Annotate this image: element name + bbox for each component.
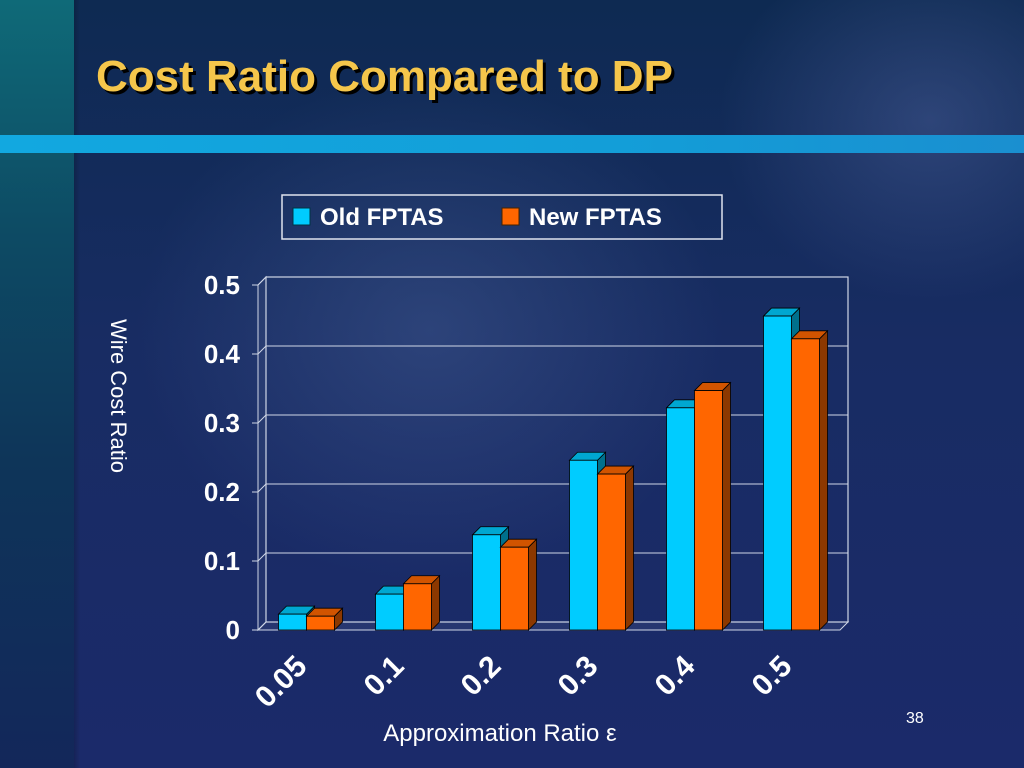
bar [596, 465, 635, 631]
back-wall [265, 276, 849, 623]
title-accent-bar [0, 135, 1024, 153]
y-tick-label: 0 [226, 615, 240, 645]
bars [277, 307, 829, 631]
x-tick-label: 0.1 [358, 650, 411, 703]
legend-label-old: Old FPTAS [320, 204, 444, 231]
bar-side [528, 538, 537, 631]
bar-front [694, 390, 723, 631]
bar-front [666, 407, 695, 631]
legend: Old FPTAS New FPTAS [281, 194, 723, 240]
gridline-side [257, 276, 267, 286]
bar-front [597, 473, 626, 631]
plot-area [256, 275, 850, 632]
bar-side [431, 574, 440, 631]
x-tick-label: 0.2 [455, 650, 508, 703]
y-tick-label: 0.5 [204, 270, 240, 300]
gridline-side [257, 483, 267, 493]
bar-front [472, 534, 501, 631]
y-tick-label: 0.2 [204, 477, 240, 507]
legend-swatch-old [292, 207, 311, 226]
gridline-side [257, 345, 267, 355]
left-band-shadow [74, 0, 80, 768]
bar [693, 381, 732, 631]
bar-side [819, 329, 828, 631]
legend-label-new: New FPTAS [529, 204, 662, 231]
gridlines [252, 276, 848, 631]
bar-front [763, 315, 792, 631]
x-axis-ticks: 0.05 0.1 0.2 0.3 0.4 0.5 [249, 649, 799, 714]
y-tick-label: 0.1 [204, 546, 240, 576]
x-tick-label: 0.5 [746, 650, 799, 703]
bar-front [569, 459, 598, 631]
slide-title: Cost Ratio Compared to DP [96, 52, 673, 101]
left-decorative-band [0, 0, 74, 768]
bar-side [722, 381, 731, 631]
y-axis-ticks: 0 0.1 0.2 0.3 0.4 0.5 [204, 270, 241, 645]
gridline-side [257, 552, 267, 562]
bar [305, 607, 344, 631]
y-tick-label: 0.4 [204, 339, 241, 369]
y-axis-label: Wire Cost Ratio [106, 319, 131, 473]
x-tick-label: 0.3 [552, 650, 605, 703]
bar-front [500, 546, 529, 631]
bar-front [278, 613, 307, 631]
bar-front [306, 615, 335, 631]
bar-front [375, 593, 404, 631]
bar-front [403, 583, 432, 631]
x-tick-label: 0.4 [649, 649, 702, 702]
floor [256, 621, 850, 631]
x-tick-label: 0.05 [249, 650, 314, 715]
gridline-side [257, 621, 267, 631]
y-tick-label: 0.3 [204, 408, 240, 438]
gridline-side [257, 414, 267, 424]
x-axis-label: Approximation Ratio ε [383, 720, 617, 747]
bar [402, 574, 441, 631]
side-wall [257, 275, 267, 632]
bar [499, 538, 538, 631]
legend-swatch-new [501, 207, 520, 226]
bar-front [791, 338, 820, 631]
slide-number: 38 [906, 710, 924, 727]
bar [790, 329, 829, 631]
legend-frame [281, 194, 723, 240]
bar-side [625, 465, 634, 631]
